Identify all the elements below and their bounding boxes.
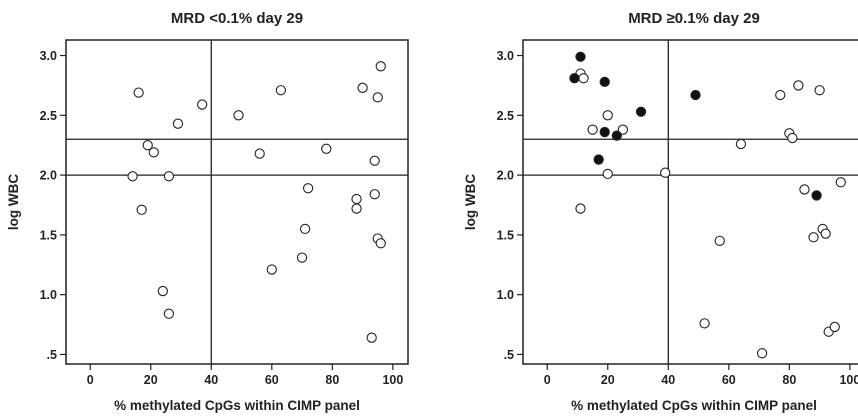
open-data-point	[254, 148, 265, 159]
open-data-point	[133, 87, 144, 98]
open-data-point	[136, 204, 147, 215]
y-tick-label: .5	[504, 348, 514, 362]
open-data-point	[793, 80, 804, 91]
y-tick-label: 1.0	[40, 288, 57, 302]
y-axis-label: log WBC	[6, 174, 21, 230]
open-data-point	[163, 171, 175, 182]
open-data-point	[829, 321, 840, 333]
open-data-point	[357, 82, 368, 93]
open-data-point	[814, 85, 825, 96]
open-data-point	[820, 228, 831, 239]
open-data-point	[142, 140, 153, 151]
open-data-point	[163, 308, 175, 319]
data-points	[569, 51, 846, 359]
chart-title: MRD ≥0.1% day 29	[628, 10, 760, 27]
x-tick-label: 0	[544, 373, 551, 387]
open-data-point	[835, 177, 846, 188]
x-axis-label: % methylated CpGs within CIMP panel	[571, 398, 817, 413]
open-data-point	[617, 124, 629, 135]
reference-lines	[66, 40, 408, 364]
right-scatter-plot: MRD ≥0.1% day 29 0 20 40 60 80 100 .5 1.0 1.5 2.0…	[463, 10, 858, 413]
y-tick-label: 1.0	[497, 288, 514, 302]
y-tick-label: 1.5	[497, 228, 514, 242]
y-tick-label: .5	[47, 348, 57, 362]
x-tick-label: 20	[144, 373, 158, 387]
x-tick-label: 0	[87, 373, 94, 387]
x-tick-label: 100	[839, 373, 858, 387]
axis-ticks: 0 20 40 60 80 100 .5 1.0 1.5 2.0 2.5 3.0	[40, 49, 404, 387]
axis-ticks: 0 20 40 60 80 100 .5 1.0 1.5 2.0 2.5 3.0	[497, 49, 858, 387]
x-tick-label: 40	[661, 373, 675, 387]
open-data-point	[587, 124, 598, 135]
x-tick-label: 80	[782, 373, 796, 387]
open-data-point	[699, 318, 710, 329]
open-data-point	[148, 147, 159, 158]
left-scatter-plot: MRD <0.1% day 29 0 20 40 60 80 100 .5 1.0 1.5 2.0…	[6, 10, 409, 413]
data-points	[127, 61, 386, 343]
open-data-point	[375, 61, 386, 72]
y-tick-label: 3.0	[40, 49, 57, 63]
x-axis-label: % methylated CpGs within CIMP panel	[114, 398, 360, 413]
open-data-point	[266, 264, 277, 275]
open-data-point	[375, 238, 386, 249]
open-data-point	[787, 132, 798, 144]
open-data-point	[578, 73, 589, 84]
x-tick-label: 60	[265, 373, 279, 387]
filled-data-point	[611, 130, 622, 141]
filled-data-point	[593, 154, 604, 165]
open-data-point	[351, 203, 362, 214]
open-data-point	[714, 235, 725, 247]
open-data-point	[351, 193, 362, 205]
open-data-point	[775, 89, 786, 101]
open-data-point	[369, 155, 380, 166]
open-data-point	[296, 252, 308, 263]
open-data-point	[172, 118, 184, 129]
x-tick-label: 60	[722, 373, 736, 387]
chart-title: MRD <0.1% day 29	[171, 10, 303, 27]
open-data-point	[299, 223, 311, 235]
filled-data-point	[599, 126, 610, 138]
open-data-point	[275, 85, 287, 96]
open-data-point	[372, 92, 383, 103]
y-tick-label: 1.5	[40, 228, 57, 242]
open-data-point	[602, 168, 613, 180]
filled-data-point	[635, 106, 647, 117]
y-tick-label: 2.5	[497, 109, 514, 123]
open-data-point	[127, 171, 138, 182]
reference-lines	[523, 40, 858, 364]
filled-data-point	[599, 76, 610, 87]
open-data-point	[366, 332, 377, 343]
open-data-point	[602, 110, 613, 121]
open-data-point	[799, 184, 810, 195]
open-data-point	[157, 285, 168, 297]
open-data-point	[735, 138, 747, 150]
open-data-point	[808, 232, 819, 243]
filled-data-point	[575, 51, 586, 62]
y-tick-label: 2.0	[40, 169, 57, 183]
y-tick-label: 3.0	[497, 49, 514, 63]
x-tick-label: 20	[601, 373, 615, 387]
x-tick-label: 100	[382, 373, 403, 387]
open-data-point	[575, 203, 586, 214]
filled-data-point	[690, 89, 701, 101]
open-data-point	[756, 348, 768, 359]
open-data-point	[369, 189, 380, 200]
open-data-point	[233, 110, 244, 121]
plot-frame	[65, 39, 409, 365]
open-data-point	[197, 99, 208, 110]
y-tick-label: 2.5	[40, 109, 57, 123]
x-tick-label: 80	[325, 373, 339, 387]
filled-data-point	[811, 190, 822, 201]
y-tick-label: 2.0	[497, 169, 514, 183]
open-data-point	[321, 143, 332, 154]
filled-data-point	[569, 73, 580, 84]
open-data-point	[302, 183, 314, 194]
plot-frame	[522, 39, 858, 365]
x-tick-label: 40	[204, 373, 218, 387]
y-axis-label: log WBC	[463, 174, 478, 230]
open-data-point	[660, 167, 671, 178]
